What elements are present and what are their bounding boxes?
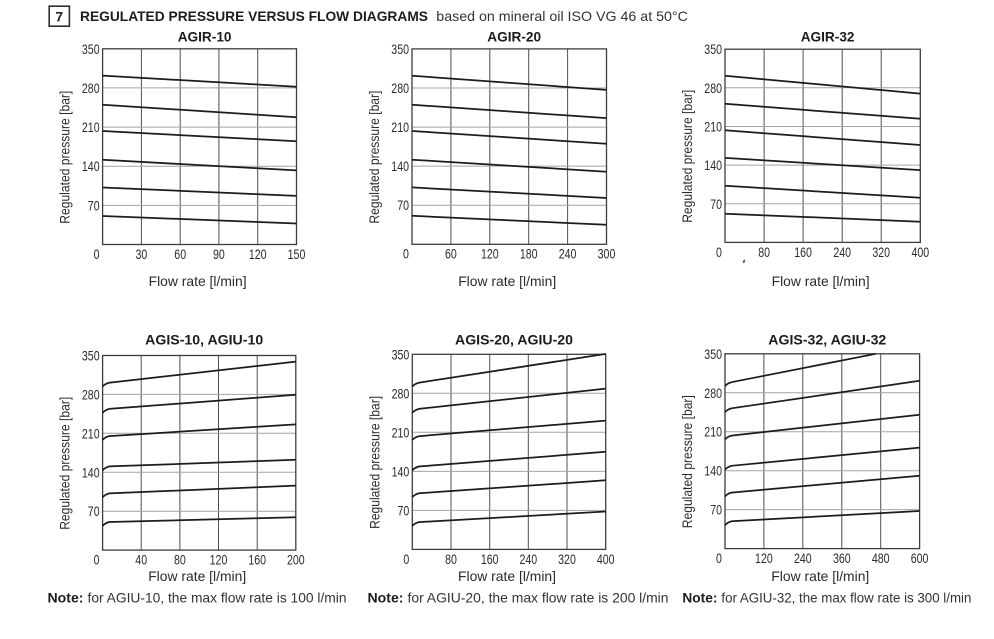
svg-text:Regulated pressure [bar]: Regulated pressure [bar] (679, 90, 695, 223)
svg-text:0: 0 (94, 552, 100, 568)
svg-text:120: 120 (249, 246, 267, 262)
svg-text:80: 80 (174, 552, 186, 568)
svg-text:280: 280 (392, 385, 410, 401)
svg-text:Note:: Note: (48, 590, 84, 606)
svg-text:7: 7 (55, 8, 63, 24)
svg-text:210: 210 (391, 119, 409, 135)
svg-text:Note:: Note: (368, 590, 404, 606)
svg-text:80: 80 (445, 551, 457, 567)
svg-text:Flow rate [l/min]: Flow rate [l/min] (772, 273, 870, 289)
svg-text:140: 140 (704, 157, 722, 173)
svg-text:60: 60 (174, 246, 186, 262)
svg-text:350: 350 (704, 41, 722, 57)
svg-text:30: 30 (136, 246, 148, 262)
svg-text:240: 240 (519, 551, 537, 567)
svg-text:70: 70 (398, 502, 410, 518)
svg-text:140: 140 (392, 463, 410, 479)
svg-text:160: 160 (794, 244, 812, 260)
svg-text:70: 70 (710, 502, 722, 518)
svg-text:280: 280 (391, 80, 409, 96)
svg-text:210: 210 (392, 424, 410, 440)
svg-text:Regulated pressure [bar]: Regulated pressure [bar] (366, 396, 382, 529)
svg-text:0: 0 (403, 551, 409, 567)
svg-text:320: 320 (872, 244, 890, 260)
svg-text:60: 60 (445, 246, 457, 262)
svg-text:80: 80 (758, 244, 770, 260)
svg-text:200: 200 (287, 552, 305, 568)
svg-text:Regulated pressure [bar]: Regulated pressure [bar] (366, 91, 382, 224)
svg-text:Regulated pressure [bar]: Regulated pressure [bar] (679, 395, 695, 528)
svg-text:AGIR-10: AGIR-10 (178, 29, 232, 45)
svg-text:0: 0 (716, 244, 722, 260)
svg-text:360: 360 (833, 550, 851, 566)
svg-text:based on mineral oil ISO VG 46: based on mineral oil ISO VG 46 at 50°C (436, 8, 688, 24)
svg-text:210: 210 (704, 119, 722, 135)
svg-text:480: 480 (872, 550, 890, 566)
svg-text:350: 350 (391, 41, 409, 57)
svg-text:160: 160 (481, 551, 499, 567)
svg-text:240: 240 (833, 244, 851, 260)
svg-text:600: 600 (911, 550, 929, 566)
svg-text:for AGIU-10, the max flow rate: for AGIU-10, the max flow rate is 100 l/… (88, 590, 347, 606)
svg-text:Flow rate [l/min]: Flow rate [l/min] (149, 273, 247, 289)
svg-text:140: 140 (82, 464, 100, 480)
svg-text:350: 350 (82, 348, 100, 364)
svg-text:Flow rate [l/min]: Flow rate [l/min] (458, 568, 556, 584)
svg-text:AGIS-10, AGIU-10: AGIS-10, AGIU-10 (145, 332, 263, 348)
svg-text:140: 140 (82, 158, 100, 174)
svg-text:70: 70 (397, 197, 409, 213)
svg-text:150: 150 (288, 246, 306, 262)
svg-text:REGULATED PRESSURE VERSUS FLOW: REGULATED PRESSURE VERSUS FLOW DIAGRAMS (80, 8, 428, 24)
svg-text:350: 350 (704, 346, 722, 362)
svg-text:Flow rate [l/min]: Flow rate [l/min] (771, 568, 869, 584)
svg-text:280: 280 (82, 80, 100, 96)
svg-text:140: 140 (391, 158, 409, 174)
svg-text:180: 180 (520, 246, 538, 262)
svg-text:280: 280 (82, 386, 100, 402)
svg-text:320: 320 (558, 551, 576, 567)
svg-text:for AGIU-20, the max flow rate: for AGIU-20, the max flow rate is 200 l/… (408, 590, 669, 606)
svg-text:120: 120 (210, 552, 228, 568)
svg-text:Regulated pressure [bar]: Regulated pressure [bar] (57, 91, 73, 224)
svg-text:280: 280 (704, 385, 722, 401)
svg-text:0: 0 (716, 550, 722, 566)
svg-text:350: 350 (82, 41, 100, 57)
svg-text:AGIS-32, AGIU-32: AGIS-32, AGIU-32 (768, 332, 886, 348)
svg-text:240: 240 (794, 550, 812, 566)
svg-text:70: 70 (88, 503, 100, 519)
svg-text:280: 280 (704, 80, 722, 96)
svg-text:120: 120 (755, 550, 773, 566)
svg-text:AGIR-32: AGIR-32 (801, 29, 855, 45)
svg-text:210: 210 (704, 424, 722, 440)
svg-text:350: 350 (392, 346, 410, 362)
svg-text:210: 210 (82, 425, 100, 441)
svg-text:0: 0 (403, 246, 409, 262)
svg-text:400: 400 (597, 551, 615, 567)
svg-text:120: 120 (481, 246, 499, 262)
svg-text:160: 160 (248, 552, 266, 568)
svg-text:for AGIU-32, the max flow rate: for AGIU-32, the max flow rate is 300 l/… (721, 590, 971, 606)
svg-text:90: 90 (213, 246, 225, 262)
svg-text:Note:: Note: (682, 590, 717, 606)
svg-text:0: 0 (94, 246, 100, 262)
svg-text:AGIS-20, AGIU-20: AGIS-20, AGIU-20 (455, 332, 573, 348)
svg-text:240: 240 (559, 246, 577, 262)
svg-text:70: 70 (710, 196, 722, 212)
svg-text:40: 40 (135, 552, 147, 568)
svg-text:Regulated pressure [bar]: Regulated pressure [bar] (57, 397, 73, 530)
svg-text:Flow rate [l/min]: Flow rate [l/min] (458, 273, 556, 289)
svg-text:210: 210 (82, 119, 100, 135)
svg-text:300: 300 (598, 246, 616, 262)
svg-text:AGIR-20: AGIR-20 (487, 29, 541, 45)
svg-text:Flow rate [l/min]: Flow rate [l/min] (148, 568, 246, 584)
svg-text:70: 70 (88, 197, 100, 213)
svg-text:400: 400 (911, 244, 929, 260)
svg-text:140: 140 (704, 463, 722, 479)
